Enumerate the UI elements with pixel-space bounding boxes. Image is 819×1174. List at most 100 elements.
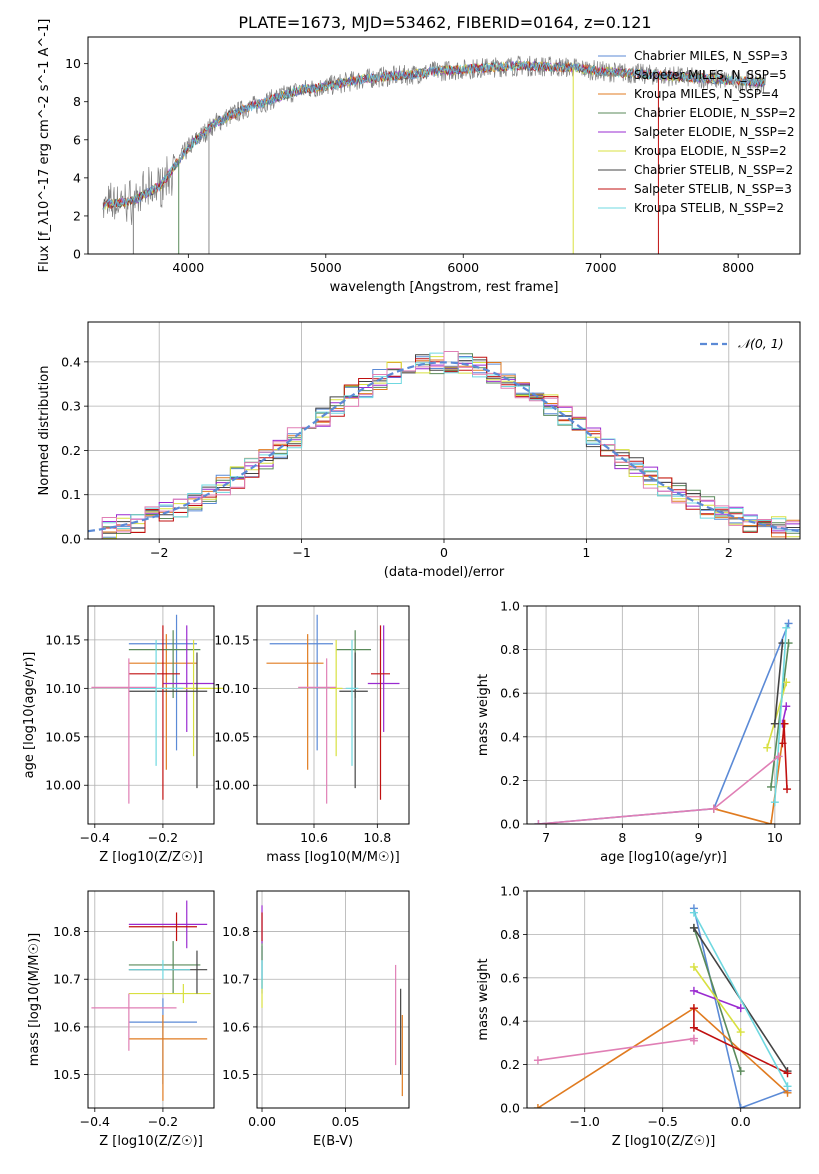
legend-label: Salpeter STELIB, N_SSP=3: [634, 182, 792, 196]
weight-line: [693, 912, 789, 1087]
spectrum-legend: Chabrier MILES, N_SSP=3 Salpeter MILES, N…: [598, 49, 796, 215]
weight_vs_z-lines: [533, 904, 792, 1108]
mass_vs_z-axes: −0.4 −0.2 10.5 10.6 10.7 10.8 Z [log10(Z/Z☉)] m…: [27, 891, 214, 1149]
legend-label: 𝒩(0, 1): [738, 336, 784, 351]
x-tick-label: 10.8: [363, 830, 391, 845]
y-tick-label: 0.6: [500, 686, 520, 701]
legend-label: Chabrier STELIB, N_SSP=2: [634, 163, 793, 177]
y-tick-label: 10.8: [222, 924, 250, 939]
weight_vs_age-axes: 7 8 9 10 0.0 0.2 0.4 0.6 0.8 1.0 age [log10(age/yr…: [476, 599, 800, 865]
y-tick-label: 10.7: [53, 972, 81, 987]
weight-line: [693, 966, 742, 1033]
weight_vs_z-xlabel: Z [log10(Z/Z☉)]: [612, 1134, 716, 1149]
y-tick-label: 2: [73, 208, 81, 223]
y-tick-label: 0.0: [500, 1101, 520, 1116]
legend-label: Chabrier MILES, N_SSP=3: [634, 49, 788, 63]
y-tick-label: 6: [73, 132, 81, 147]
y-tick-label: 0.4: [500, 1014, 520, 1029]
weight_vs_age-xlabel: age [log10(age/yr)]: [600, 850, 727, 865]
x-tick-label: −1: [292, 545, 310, 560]
y-tick-label: 10.10: [45, 681, 81, 696]
weight-line: [766, 682, 788, 748]
y-tick-label: 10.10: [214, 681, 250, 696]
x-tick-label: −0.4: [80, 1114, 110, 1129]
residuals-xlabel: (data-model)/error: [384, 565, 505, 580]
legend-label: Chabrier ELODIE, N_SSP=2: [634, 106, 796, 120]
x-tick-label: 6000: [447, 260, 479, 275]
y-tick-label: 10.6: [53, 1019, 81, 1034]
weight_vs_z-axes: −1.0 −0.5 0.0 0.0 0.2 0.4 0.6 0.8 1.0 Z [log10(Z/…: [476, 884, 800, 1149]
weight_vs_age-frame: [526, 605, 801, 825]
y-tick-label: 1.0: [500, 884, 520, 899]
x-tick-label: 8: [618, 830, 626, 845]
x-tick-label: 0.00: [248, 1114, 276, 1129]
x-tick-label: −2: [150, 545, 168, 560]
age_vs_z-points: [91, 614, 225, 804]
histograms: [88, 351, 800, 539]
spectrum-ylabel: Flux [f_λ10^-17 erg cm^-2 s^-1 A^-1]: [37, 19, 52, 273]
legend-label: Kroupa ELODIE, N_SSP=2: [634, 144, 787, 158]
y-tick-label: 10.8: [53, 924, 81, 939]
spectrum-axes: 4000 5000 6000 7000 8000 0 2 4 6 8 10 wavelength [A…: [37, 19, 754, 295]
y-tick-label: 10.05: [214, 729, 250, 744]
x-tick-label: −1.0: [570, 1114, 600, 1129]
y-tick-label: 0: [73, 247, 81, 262]
x-tick-label: 4000: [172, 260, 204, 275]
y-tick-label: 10.5: [222, 1067, 250, 1082]
weight-line: [538, 755, 780, 824]
weight-line: [538, 623, 790, 824]
y-tick-label: 10.5: [53, 1067, 81, 1082]
x-tick-label: 0.0: [731, 1114, 751, 1129]
x-tick-label: 7000: [585, 260, 617, 275]
normal-curve: [88, 361, 800, 533]
y-tick-label: 10.15: [45, 632, 81, 647]
y-tick-label: 0.4: [61, 354, 81, 369]
x-tick-label: 5000: [310, 260, 342, 275]
residuals-frame: [87, 321, 801, 540]
age_vs_z-ylabel: age [log10(age/yr)]: [22, 652, 37, 779]
weight_vs_age-ylabel: mass weight: [476, 674, 491, 756]
y-tick-label: 0.1: [61, 487, 81, 502]
weight_vs_z-ylabel: mass weight: [476, 958, 491, 1040]
x-tick-label: 7: [542, 830, 550, 845]
age_vs_mass-points: [266, 614, 400, 804]
spectrum-frame: [87, 36, 801, 255]
y-tick-label: 0.2: [500, 773, 520, 788]
y-tick-label: 10: [65, 56, 81, 71]
mass_vs_z-xlabel: Z [log10(Z/Z☉)]: [99, 1134, 203, 1149]
y-tick-label: 0.3: [61, 399, 81, 414]
y-tick-label: 10.7: [222, 972, 250, 987]
y-tick-label: 0.6: [500, 970, 520, 985]
age_vs_mass-frame: [256, 605, 410, 825]
y-tick-label: 10.00: [45, 778, 81, 793]
age_vs_z-frame: [87, 605, 215, 825]
weight-line: [774, 643, 784, 724]
x-tick-label: 0: [440, 545, 448, 560]
y-tick-label: 10.00: [214, 778, 250, 793]
weight-line: [713, 723, 786, 824]
y-tick-label: 0.8: [500, 927, 520, 942]
x-tick-label: 1: [582, 545, 590, 560]
age_vs_z-axes: −0.4 −0.2 10.00 10.05 10.10 10.15 Z [log10(Z/Z…: [22, 606, 214, 865]
x-tick-label: 9: [695, 830, 703, 845]
y-tick-label: 10.15: [214, 632, 250, 647]
spectrum-lines: [102, 55, 766, 254]
legend-label: Salpeter ELODIE, N_SSP=2: [634, 125, 795, 139]
age_vs_mass-axes: 10.6 10.8 10.00 10.05 10.10 10.15 mass [log10(…: [214, 606, 409, 865]
x-tick-label: −0.2: [148, 1114, 178, 1129]
histogram-9: [88, 351, 800, 539]
x-tick-label: 0.05: [332, 1114, 360, 1129]
y-tick-label: 0.4: [500, 729, 520, 744]
residuals-ylabel: Normed distribution: [37, 366, 52, 496]
weight_vs_age-lines: [534, 619, 793, 824]
y-tick-label: 8: [73, 94, 81, 109]
x-tick-label: 8000: [722, 260, 754, 275]
mass_vs_z-frame: [87, 890, 215, 1109]
x-tick-label: −0.2: [148, 830, 178, 845]
x-tick-label: 2: [725, 545, 733, 560]
mass_vs_ebv-points: [261, 905, 403, 1097]
mass_vs_z-ylabel: mass [log10(M/M☉)]: [27, 933, 42, 1066]
figure-title: PLATE=1673, MJD=53462, FIBERID=0164, z=0…: [238, 13, 651, 32]
y-tick-label: 4: [73, 170, 81, 185]
